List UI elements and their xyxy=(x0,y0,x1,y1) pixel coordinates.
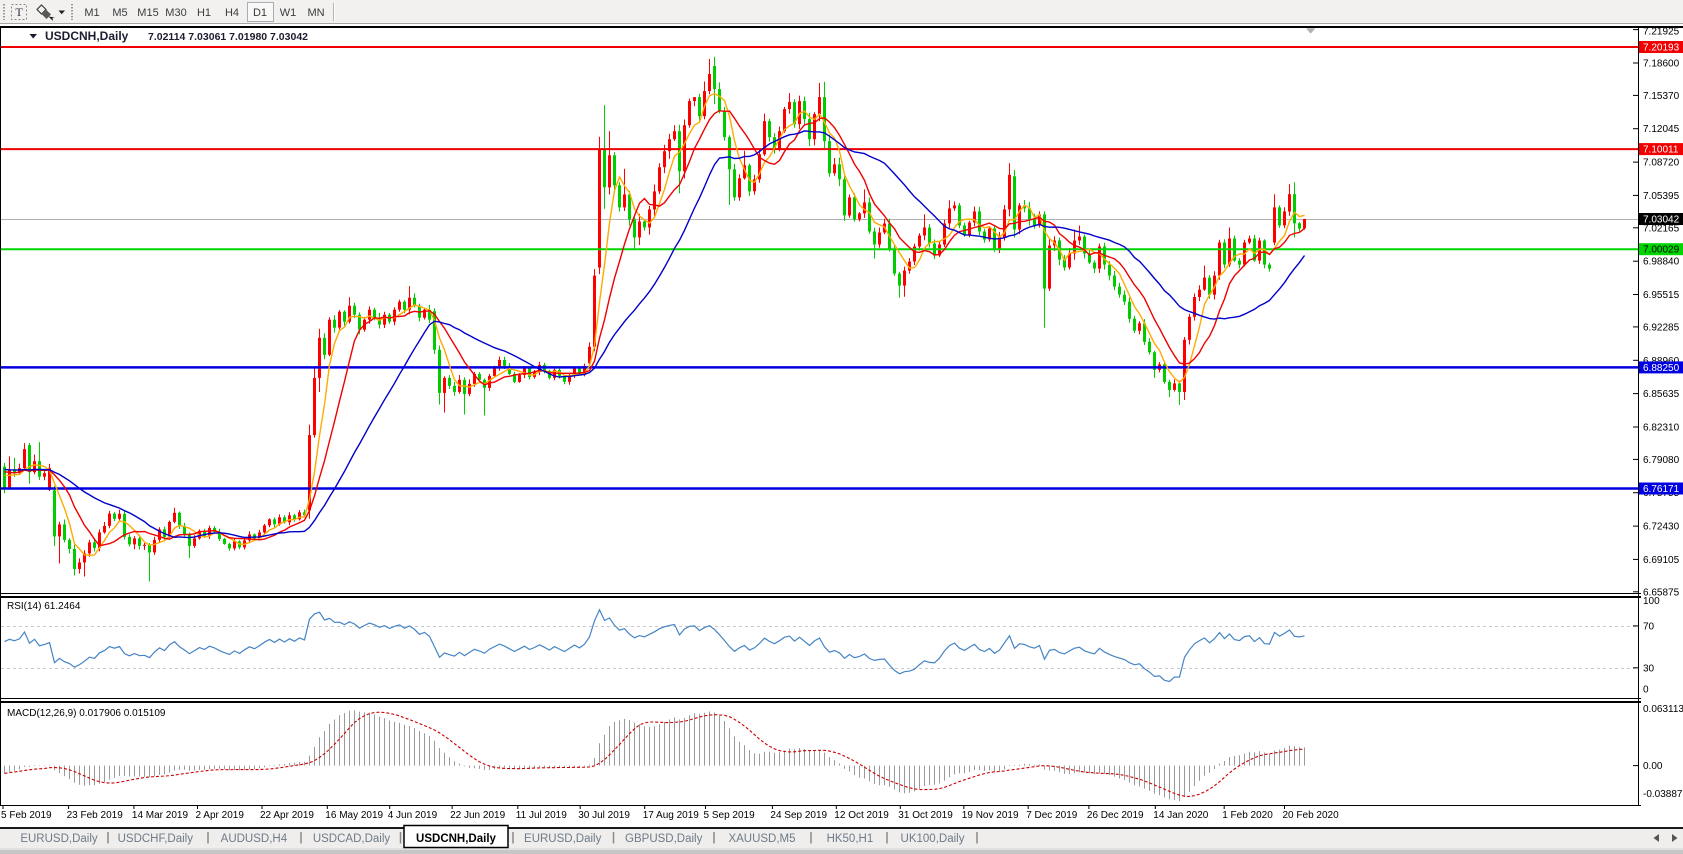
svg-text:6.65875: 6.65875 xyxy=(1643,587,1680,598)
svg-text:GBPUSD,Daily: GBPUSD,Daily xyxy=(625,833,703,845)
svg-text:23 Feb 2019: 23 Feb 2019 xyxy=(67,810,124,821)
svg-text:24 Sep 2019: 24 Sep 2019 xyxy=(770,810,827,821)
svg-text:0.00: 0.00 xyxy=(1643,761,1663,772)
svg-text:6.85635: 6.85635 xyxy=(1643,389,1680,400)
svg-text:7.21925: 7.21925 xyxy=(1643,27,1680,38)
svg-text:H4: H4 xyxy=(225,7,239,19)
svg-text:22 Jun 2019: 22 Jun 2019 xyxy=(450,810,505,821)
svg-text:7.20193: 7.20193 xyxy=(1643,43,1680,54)
svg-text:5 Sep 2019: 5 Sep 2019 xyxy=(704,810,756,821)
svg-text:6.72430: 6.72430 xyxy=(1643,522,1680,533)
svg-text:11 Jul 2019: 11 Jul 2019 xyxy=(516,810,567,821)
svg-text:7.08720: 7.08720 xyxy=(1643,158,1680,169)
svg-text:6.69105: 6.69105 xyxy=(1643,555,1680,566)
svg-text:7.10011: 7.10011 xyxy=(1643,145,1679,156)
svg-text:M5: M5 xyxy=(112,7,127,19)
svg-text:7.05395: 7.05395 xyxy=(1643,191,1680,202)
svg-text:EURUSD,Daily: EURUSD,Daily xyxy=(20,833,98,845)
svg-text:USDCNH,Daily: USDCNH,Daily xyxy=(45,29,129,43)
svg-text:USDCNH,Daily: USDCNH,Daily xyxy=(416,833,496,845)
svg-text:M1: M1 xyxy=(84,7,99,19)
svg-text:1 Feb 2020: 1 Feb 2020 xyxy=(1222,810,1273,821)
svg-text:7.02114 7.03061 7.01980 7.0304: 7.02114 7.03061 7.01980 7.03042 xyxy=(148,31,308,43)
svg-text:H1: H1 xyxy=(197,7,211,19)
svg-text:M30: M30 xyxy=(165,7,186,19)
svg-text:6.95515: 6.95515 xyxy=(1643,290,1680,301)
svg-text:6.88250: 6.88250 xyxy=(1643,363,1680,374)
svg-text:T: T xyxy=(15,5,23,19)
svg-text:30: 30 xyxy=(1643,663,1655,674)
svg-text:17 Aug 2019: 17 Aug 2019 xyxy=(643,810,700,821)
svg-text:MN: MN xyxy=(307,7,324,19)
svg-text:20 Feb 2020: 20 Feb 2020 xyxy=(1283,810,1340,821)
svg-text:7.15370: 7.15370 xyxy=(1643,91,1680,102)
svg-text:100: 100 xyxy=(1643,596,1660,607)
svg-text:70: 70 xyxy=(1643,621,1655,632)
svg-text:26 Dec 2019: 26 Dec 2019 xyxy=(1087,810,1144,821)
svg-text:6.82310: 6.82310 xyxy=(1643,423,1680,434)
svg-text:30 Jul 2019: 30 Jul 2019 xyxy=(578,810,630,821)
svg-text:-0.038872: -0.038872 xyxy=(1643,789,1683,800)
svg-text:7.12045: 7.12045 xyxy=(1643,124,1680,135)
svg-text:5 Feb 2019: 5 Feb 2019 xyxy=(1,810,52,821)
svg-text:UK100,Daily: UK100,Daily xyxy=(901,833,965,845)
svg-text:USDCAD,Daily: USDCAD,Daily xyxy=(313,833,391,845)
svg-text:2 Apr 2019: 2 Apr 2019 xyxy=(196,810,245,821)
svg-text:XAUUSD,M5: XAUUSD,M5 xyxy=(728,833,795,845)
svg-text:22 Apr 2019: 22 Apr 2019 xyxy=(260,810,314,821)
svg-text:RSI(14) 61.2464: RSI(14) 61.2464 xyxy=(7,601,81,612)
svg-text:7 Dec 2019: 7 Dec 2019 xyxy=(1026,810,1078,821)
svg-text:7.02165: 7.02165 xyxy=(1643,223,1680,234)
svg-text:14 Mar 2019: 14 Mar 2019 xyxy=(132,810,189,821)
svg-text:HK50,H1: HK50,H1 xyxy=(827,833,874,845)
svg-text:7.03042: 7.03042 xyxy=(1643,215,1680,226)
svg-text:6.92285: 6.92285 xyxy=(1643,322,1680,333)
svg-text:MACD(12,26,9) 0.017906 0.01510: MACD(12,26,9) 0.017906 0.015109 xyxy=(7,708,166,719)
svg-text:6.79080: 6.79080 xyxy=(1643,455,1680,466)
svg-text:14 Jan 2020: 14 Jan 2020 xyxy=(1153,810,1208,821)
svg-text:16 May 2019: 16 May 2019 xyxy=(325,810,383,821)
svg-text:31 Oct 2019: 31 Oct 2019 xyxy=(898,810,953,821)
svg-text:W1: W1 xyxy=(280,7,297,19)
svg-text:7.18600: 7.18600 xyxy=(1643,59,1680,70)
svg-text:4 Jun 2019: 4 Jun 2019 xyxy=(388,810,438,821)
svg-text:M15: M15 xyxy=(137,7,158,19)
svg-text:AUDUSD,H4: AUDUSD,H4 xyxy=(221,833,288,845)
svg-text:7.00029: 7.00029 xyxy=(1643,245,1680,256)
svg-text:D1: D1 xyxy=(253,7,267,19)
svg-text:6.76171: 6.76171 xyxy=(1643,484,1680,495)
svg-text:6.88960: 6.88960 xyxy=(1643,356,1680,367)
svg-text:0.063113: 0.063113 xyxy=(1643,704,1683,715)
svg-text:19 Nov 2019: 19 Nov 2019 xyxy=(962,810,1019,821)
svg-text:EURUSD,Daily: EURUSD,Daily xyxy=(524,833,602,845)
svg-text:12 Oct 2019: 12 Oct 2019 xyxy=(834,810,889,821)
svg-text:USDCHF,Daily: USDCHF,Daily xyxy=(118,833,194,845)
svg-text:6.98840: 6.98840 xyxy=(1643,257,1680,268)
svg-text:0: 0 xyxy=(1643,684,1649,695)
